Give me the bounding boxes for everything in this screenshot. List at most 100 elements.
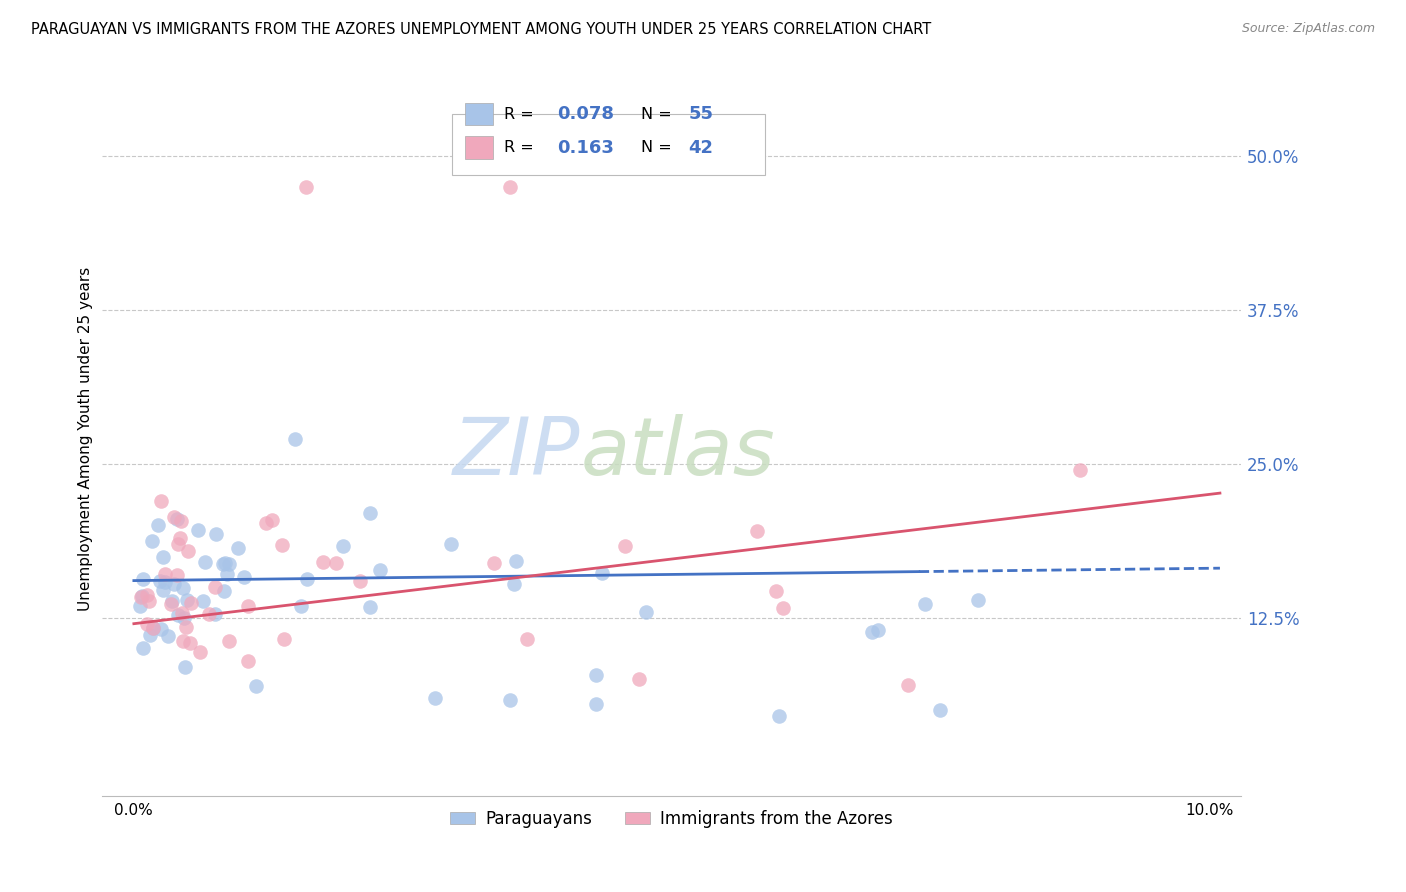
Point xyxy=(160,594,183,608)
Point xyxy=(157,629,180,643)
Point xyxy=(138,628,160,642)
Point xyxy=(204,607,226,621)
Point xyxy=(215,566,238,581)
Bar xyxy=(465,136,492,159)
Point xyxy=(591,566,613,580)
FancyBboxPatch shape xyxy=(451,114,765,175)
Point xyxy=(440,537,463,551)
Point xyxy=(499,693,522,707)
Point xyxy=(516,632,538,646)
Point xyxy=(332,539,354,553)
Point xyxy=(499,179,522,194)
Point xyxy=(179,635,201,649)
Point xyxy=(131,589,153,603)
Point xyxy=(204,526,226,541)
Text: 55: 55 xyxy=(689,105,714,123)
Point xyxy=(349,574,371,588)
Point xyxy=(149,493,172,508)
Point xyxy=(150,623,173,637)
Point xyxy=(245,679,267,693)
Point xyxy=(149,574,172,588)
Point xyxy=(745,524,768,539)
Point xyxy=(132,572,155,586)
Point xyxy=(218,557,240,571)
Point xyxy=(129,599,152,613)
Point xyxy=(502,577,524,591)
Point xyxy=(260,513,283,527)
Point xyxy=(172,633,194,648)
Point xyxy=(866,624,889,638)
Point xyxy=(914,597,936,611)
Point xyxy=(273,632,295,646)
Point xyxy=(177,544,200,558)
Point xyxy=(311,555,333,569)
Point xyxy=(482,556,505,570)
Point xyxy=(160,597,183,611)
Text: atlas: atlas xyxy=(581,414,775,492)
Text: 0.163: 0.163 xyxy=(558,138,614,157)
Point xyxy=(628,672,651,686)
Point xyxy=(187,523,209,537)
Point xyxy=(169,531,191,545)
Text: ZIP: ZIP xyxy=(453,414,581,492)
Point xyxy=(142,622,165,636)
Point xyxy=(585,668,607,682)
Point xyxy=(163,577,186,591)
Point xyxy=(136,588,159,602)
Text: 0.078: 0.078 xyxy=(558,105,614,123)
Point xyxy=(188,645,211,659)
Text: PARAGUAYAN VS IMMIGRANTS FROM THE AZORES UNEMPLOYMENT AMONG YOUTH UNDER 25 YEARS: PARAGUAYAN VS IMMIGRANTS FROM THE AZORES… xyxy=(31,22,931,37)
Point xyxy=(191,593,214,607)
Point xyxy=(218,634,240,648)
Text: Source: ZipAtlas.com: Source: ZipAtlas.com xyxy=(1241,22,1375,36)
Point xyxy=(204,580,226,594)
Point xyxy=(423,690,446,705)
Point xyxy=(129,590,152,604)
Point xyxy=(146,518,169,533)
Point xyxy=(141,621,163,635)
Point xyxy=(194,555,217,569)
Text: N =: N = xyxy=(641,140,672,155)
Point xyxy=(238,599,260,613)
Point xyxy=(1069,463,1091,477)
Point xyxy=(860,624,883,639)
Point xyxy=(136,617,159,632)
Point xyxy=(359,506,381,520)
Point xyxy=(368,563,391,577)
Point xyxy=(176,620,198,634)
Point xyxy=(613,539,636,553)
Text: N =: N = xyxy=(641,106,672,121)
Bar xyxy=(465,103,492,126)
Point xyxy=(174,660,197,674)
Point xyxy=(167,607,190,622)
Point xyxy=(212,584,235,599)
Point xyxy=(505,554,527,568)
Point xyxy=(132,641,155,656)
Point xyxy=(929,703,952,717)
Point xyxy=(295,572,318,586)
Point xyxy=(214,557,236,571)
Point xyxy=(967,592,990,607)
Point xyxy=(270,538,292,552)
Point xyxy=(211,558,233,572)
Point xyxy=(284,432,307,446)
Point xyxy=(152,549,174,564)
Point xyxy=(176,592,198,607)
Point xyxy=(138,593,160,607)
Point xyxy=(897,678,920,692)
Point xyxy=(233,570,256,584)
Point xyxy=(636,605,658,619)
Point xyxy=(772,600,794,615)
Point xyxy=(155,574,177,589)
Point xyxy=(226,541,249,556)
Point xyxy=(172,582,194,596)
Text: R =: R = xyxy=(503,106,534,121)
Legend: Paraguayans, Immigrants from the Azores: Paraguayans, Immigrants from the Azores xyxy=(443,803,900,834)
Point xyxy=(166,537,188,551)
Point xyxy=(238,654,260,668)
Y-axis label: Unemployment Among Youth under 25 years: Unemployment Among Youth under 25 years xyxy=(79,267,93,611)
Point xyxy=(768,709,790,723)
Point xyxy=(585,697,607,711)
Point xyxy=(325,556,347,570)
Point xyxy=(141,534,163,549)
